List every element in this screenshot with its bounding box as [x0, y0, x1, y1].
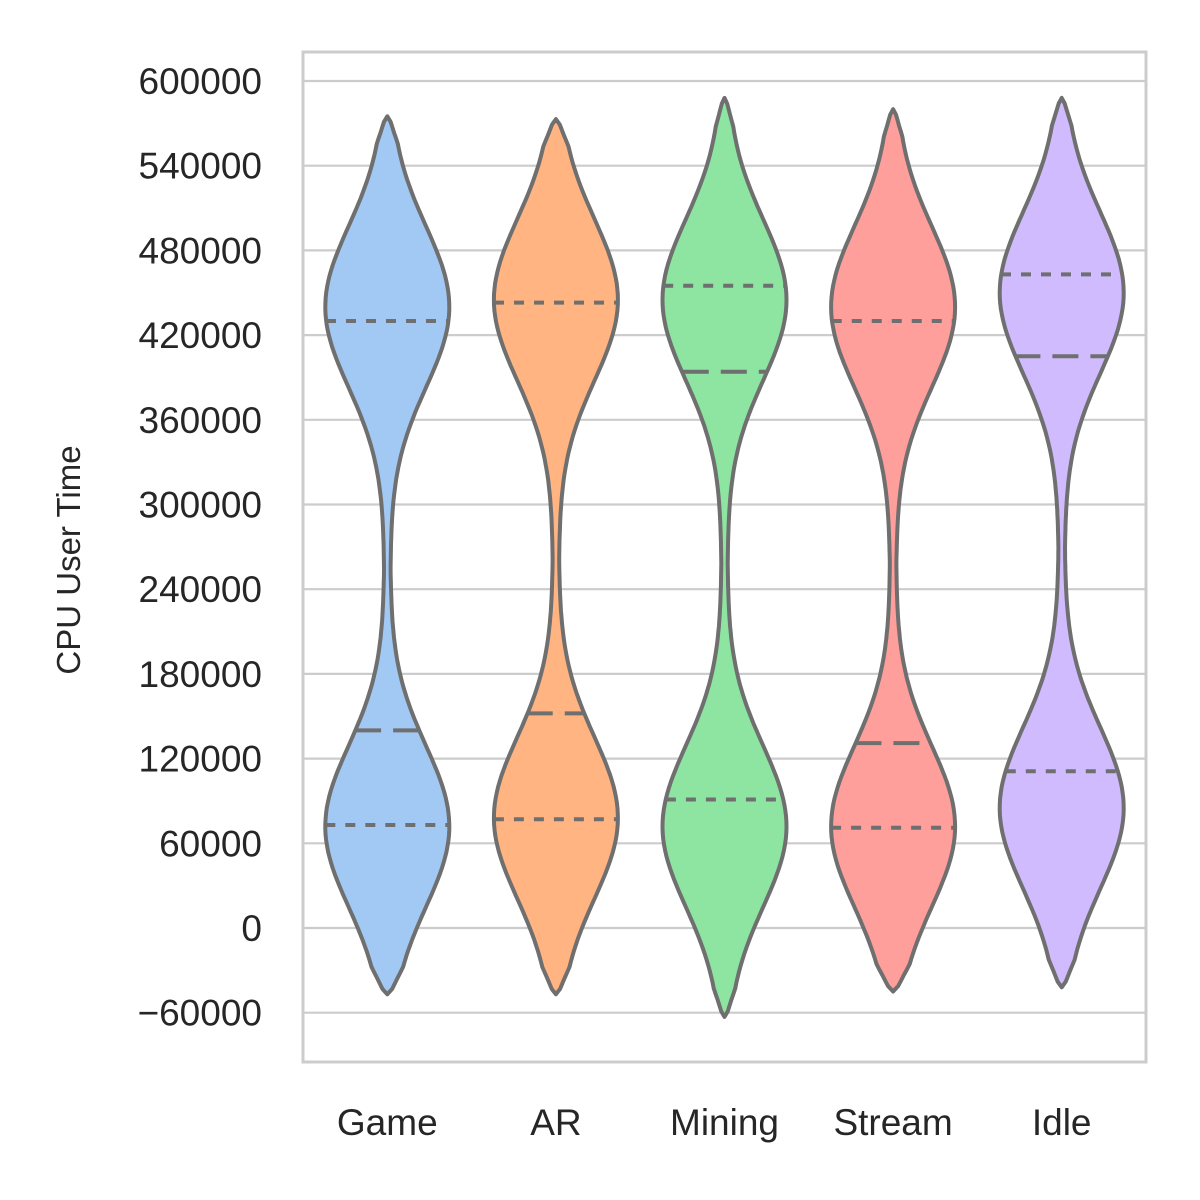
y-tick-label: 540000 [139, 146, 262, 187]
y-tick-label: 480000 [139, 230, 262, 271]
y-tick-label: 240000 [139, 569, 262, 610]
violin-idle [997, 95, 1126, 990]
y-tick-label: 360000 [139, 400, 262, 441]
y-tick-label: −60000 [138, 993, 263, 1034]
violin-stream [829, 107, 958, 994]
violin-ar [491, 117, 620, 997]
x-tick-label: Idle [1032, 1102, 1092, 1143]
plot-frame [301, 50, 1148, 1064]
violin-game [323, 114, 452, 997]
y-tick-labels: −60000 0 60000 120000 180000 240000 300000 3600… [138, 61, 263, 1034]
y-axis-label: CPU User Time [50, 445, 87, 674]
y-tick-label: 0 [241, 908, 262, 949]
y-tick-label: 300000 [139, 485, 262, 526]
y-tick-label: 600000 [139, 61, 262, 102]
x-tick-label: Game [337, 1102, 438, 1143]
y-tick-label: 420000 [139, 315, 262, 356]
violin-mining [660, 95, 789, 1019]
y-tick-label: 180000 [139, 654, 262, 695]
violins [323, 95, 1126, 1019]
x-tick-labels: Game AR Mining Stream Idle [337, 1102, 1092, 1143]
x-tick-label: Mining [670, 1102, 779, 1143]
x-tick-label: Stream [833, 1102, 952, 1143]
x-tick-label: AR [530, 1102, 581, 1143]
y-tick-label: 120000 [139, 739, 262, 780]
y-tick-label: 60000 [159, 823, 262, 864]
